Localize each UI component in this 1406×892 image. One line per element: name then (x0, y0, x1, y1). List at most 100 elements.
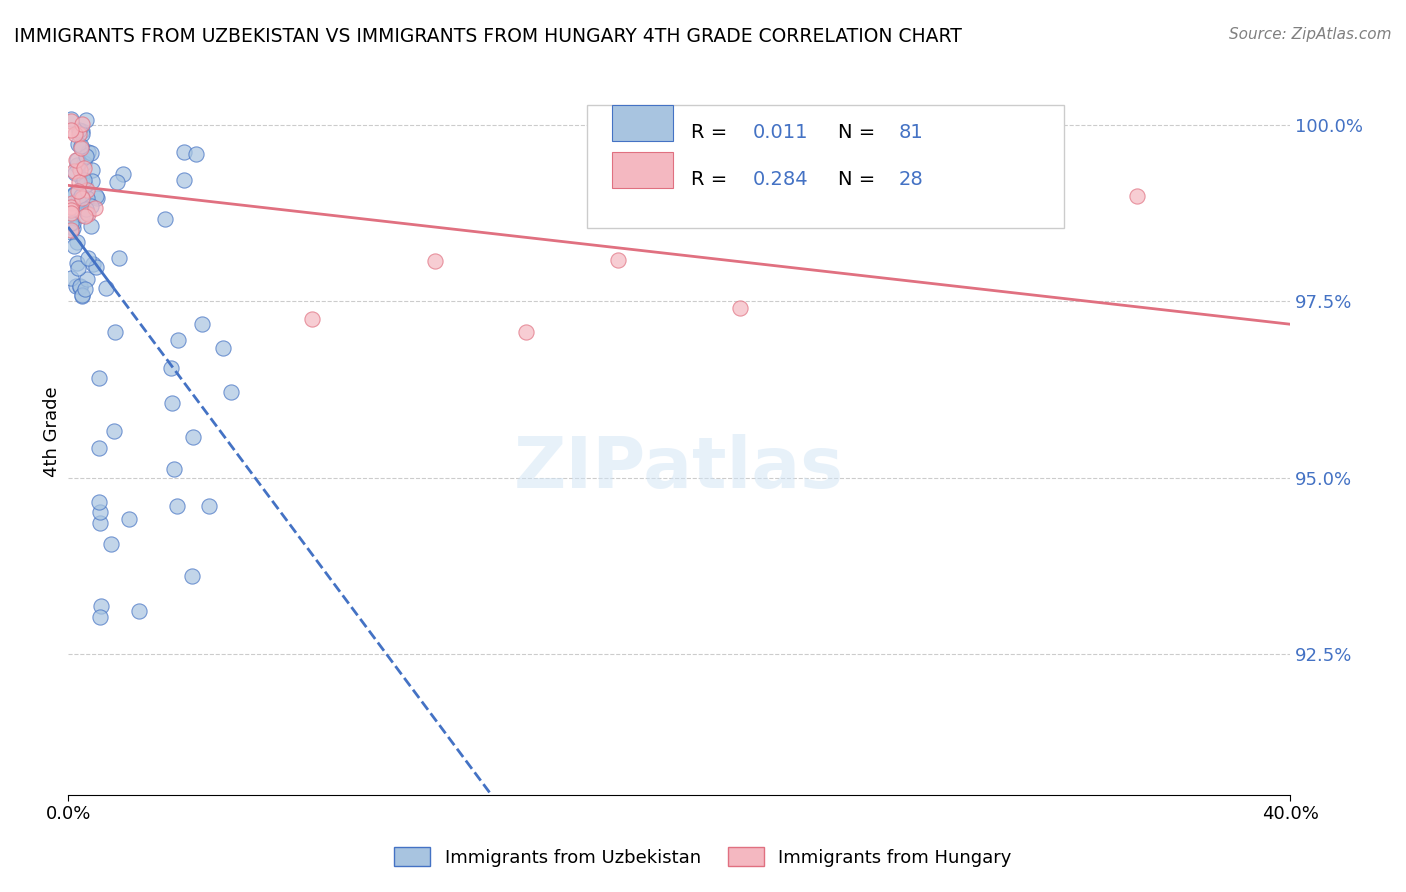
Point (1126, 189, 1149, 203)
Point (103, 424, 125, 438)
Point (89, 441, 111, 455)
Point (76, 191, 98, 205)
Text: R =: R = (692, 170, 734, 189)
Point (65, 256, 87, 270)
Text: ZIPatlas: ZIPatlas (515, 434, 844, 502)
Point (160, 361, 183, 376)
Point (108, 251, 131, 265)
Point (82, 162, 104, 177)
Point (60, 202, 83, 217)
Point (62, 217, 84, 231)
Point (181, 429, 204, 443)
Point (63, 187, 86, 202)
Point (180, 569, 202, 583)
Point (60, 206, 83, 220)
Point (80, 146, 103, 161)
Text: R =: R = (692, 123, 734, 142)
Point (75, 282, 97, 296)
Text: Source: ZipAtlas.com: Source: ZipAtlas.com (1229, 27, 1392, 42)
Point (160, 396, 183, 410)
Point (166, 499, 188, 513)
Point (173, 173, 195, 187)
Point (80, 199, 103, 213)
Text: N =: N = (838, 170, 875, 189)
Text: N =: N = (838, 123, 875, 142)
Text: 0.011: 0.011 (752, 123, 808, 142)
Point (67, 184, 90, 198)
Point (69, 141, 91, 155)
Point (67, 175, 90, 189)
Point (60, 122, 83, 136)
Point (60, 200, 83, 214)
Point (104, 325, 127, 339)
Point (63, 163, 86, 178)
Point (84, 189, 107, 203)
Point (76, 206, 98, 220)
Point (60, 216, 83, 230)
Legend: Immigrants from Uzbekistan, Immigrants from Hungary: Immigrants from Uzbekistan, Immigrants f… (387, 840, 1019, 874)
Point (70, 128, 93, 142)
Point (173, 145, 195, 159)
Point (153, 211, 176, 226)
Point (190, 318, 212, 332)
Point (60, 196, 83, 211)
Point (69, 162, 91, 177)
Point (67, 136, 90, 151)
Point (60, 270, 83, 285)
Point (84, 260, 107, 274)
Point (76, 272, 98, 286)
Point (73, 161, 96, 175)
Point (66, 193, 89, 207)
Point (111, 167, 134, 181)
Point (70, 171, 93, 186)
Point (219, 384, 242, 399)
Text: 0.284: 0.284 (752, 170, 808, 189)
Text: 81: 81 (898, 123, 924, 142)
Point (90, 599, 112, 613)
Point (186, 147, 208, 161)
Point (128, 604, 150, 618)
Point (75, 149, 97, 163)
Point (63, 127, 86, 141)
Point (70, 117, 93, 131)
Point (100, 537, 122, 551)
Point (62, 221, 84, 235)
Point (73, 156, 96, 170)
Point (60, 114, 83, 128)
Point (66, 153, 89, 168)
Point (65, 278, 87, 293)
FancyBboxPatch shape (612, 152, 673, 188)
Point (117, 512, 139, 526)
Point (63, 239, 86, 253)
Point (89, 504, 111, 518)
Point (515, 325, 537, 339)
Point (76, 183, 98, 197)
Point (60, 225, 83, 239)
Point (65, 153, 87, 167)
FancyBboxPatch shape (612, 105, 673, 141)
Point (66, 235, 89, 250)
Point (75, 112, 97, 127)
Point (70, 289, 93, 303)
Point (607, 253, 630, 268)
Point (212, 341, 235, 355)
Point (73, 178, 96, 192)
Point (77, 207, 100, 221)
Point (301, 312, 323, 326)
Point (70, 189, 93, 203)
Point (728, 301, 751, 316)
Point (105, 175, 128, 189)
Point (67, 260, 90, 275)
Point (67, 127, 90, 141)
Point (66, 158, 89, 172)
Point (423, 254, 446, 268)
Point (83, 201, 105, 215)
Y-axis label: 4th Grade: 4th Grade (44, 386, 60, 477)
Point (197, 499, 219, 513)
Point (70, 191, 93, 205)
Point (67, 123, 90, 137)
Point (70, 124, 93, 138)
Point (70, 139, 93, 153)
Point (86, 190, 108, 204)
Point (89, 495, 111, 509)
